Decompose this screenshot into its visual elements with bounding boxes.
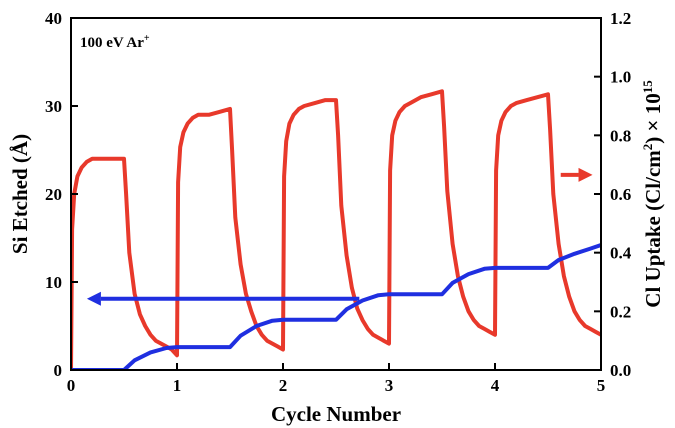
annotation-superscript: + xyxy=(144,33,150,44)
x-tick-label: 3 xyxy=(385,376,394,395)
y-right-tick-label: 0.0 xyxy=(610,361,631,380)
annotation-main: 100 eV Ar xyxy=(80,35,144,51)
y-right-title-sup2: 15 xyxy=(640,80,655,94)
cl-uptake-line xyxy=(71,89,601,370)
left-axis-arrow xyxy=(86,291,360,306)
y-left-tick-label: 0 xyxy=(54,361,63,380)
right-axis-arrow xyxy=(560,167,593,182)
y-left-tick-label: 20 xyxy=(45,185,62,204)
series-layer xyxy=(71,89,601,370)
y-right-tick-label: 0.6 xyxy=(610,185,631,204)
x-axis-title: Cycle Number xyxy=(271,402,401,426)
axis-layer: 0 1 2 3 4 5 0 10 20 30 40 0.0 0.2 0.4 0.6 0.8 1.0 1.2 xyxy=(45,9,632,395)
y-left-tick-label: 40 xyxy=(45,9,62,28)
x-tick-label: 4 xyxy=(491,376,500,395)
y-left-tick-label: 30 xyxy=(45,97,62,116)
arrow-head xyxy=(86,291,101,306)
x-tick-label: 2 xyxy=(279,376,288,395)
x-tick-label: 1 xyxy=(173,376,182,395)
x-tick-label: 5 xyxy=(597,376,606,395)
y-right-title-main: Cl Uptake (Cl/cm xyxy=(641,150,665,308)
y-right-tick-label: 0.2 xyxy=(610,302,631,321)
arrow-head xyxy=(578,167,593,182)
y-right-tick-label: 1.2 xyxy=(610,9,631,28)
annotation-label: 100 eV Ar+ xyxy=(80,33,150,51)
y-right-tick-label: 1.0 xyxy=(610,68,631,87)
si-etched-line xyxy=(71,243,601,370)
y-left-axis-title: Si Etched (Å) xyxy=(8,134,32,254)
arrow-layer xyxy=(86,167,593,306)
x-tick-label: 0 xyxy=(67,376,76,395)
y-left-tick-label: 10 xyxy=(45,273,62,292)
y-right-tick-label: 0.8 xyxy=(610,126,631,145)
y-right-title-sup1: 2 xyxy=(640,144,655,151)
y-right-axis-title: Cl Uptake (Cl/cm2) × 1015 xyxy=(640,80,665,308)
y-right-tick-label: 0.4 xyxy=(610,244,632,263)
y-right-title-mid: ) × 10 xyxy=(641,93,665,143)
